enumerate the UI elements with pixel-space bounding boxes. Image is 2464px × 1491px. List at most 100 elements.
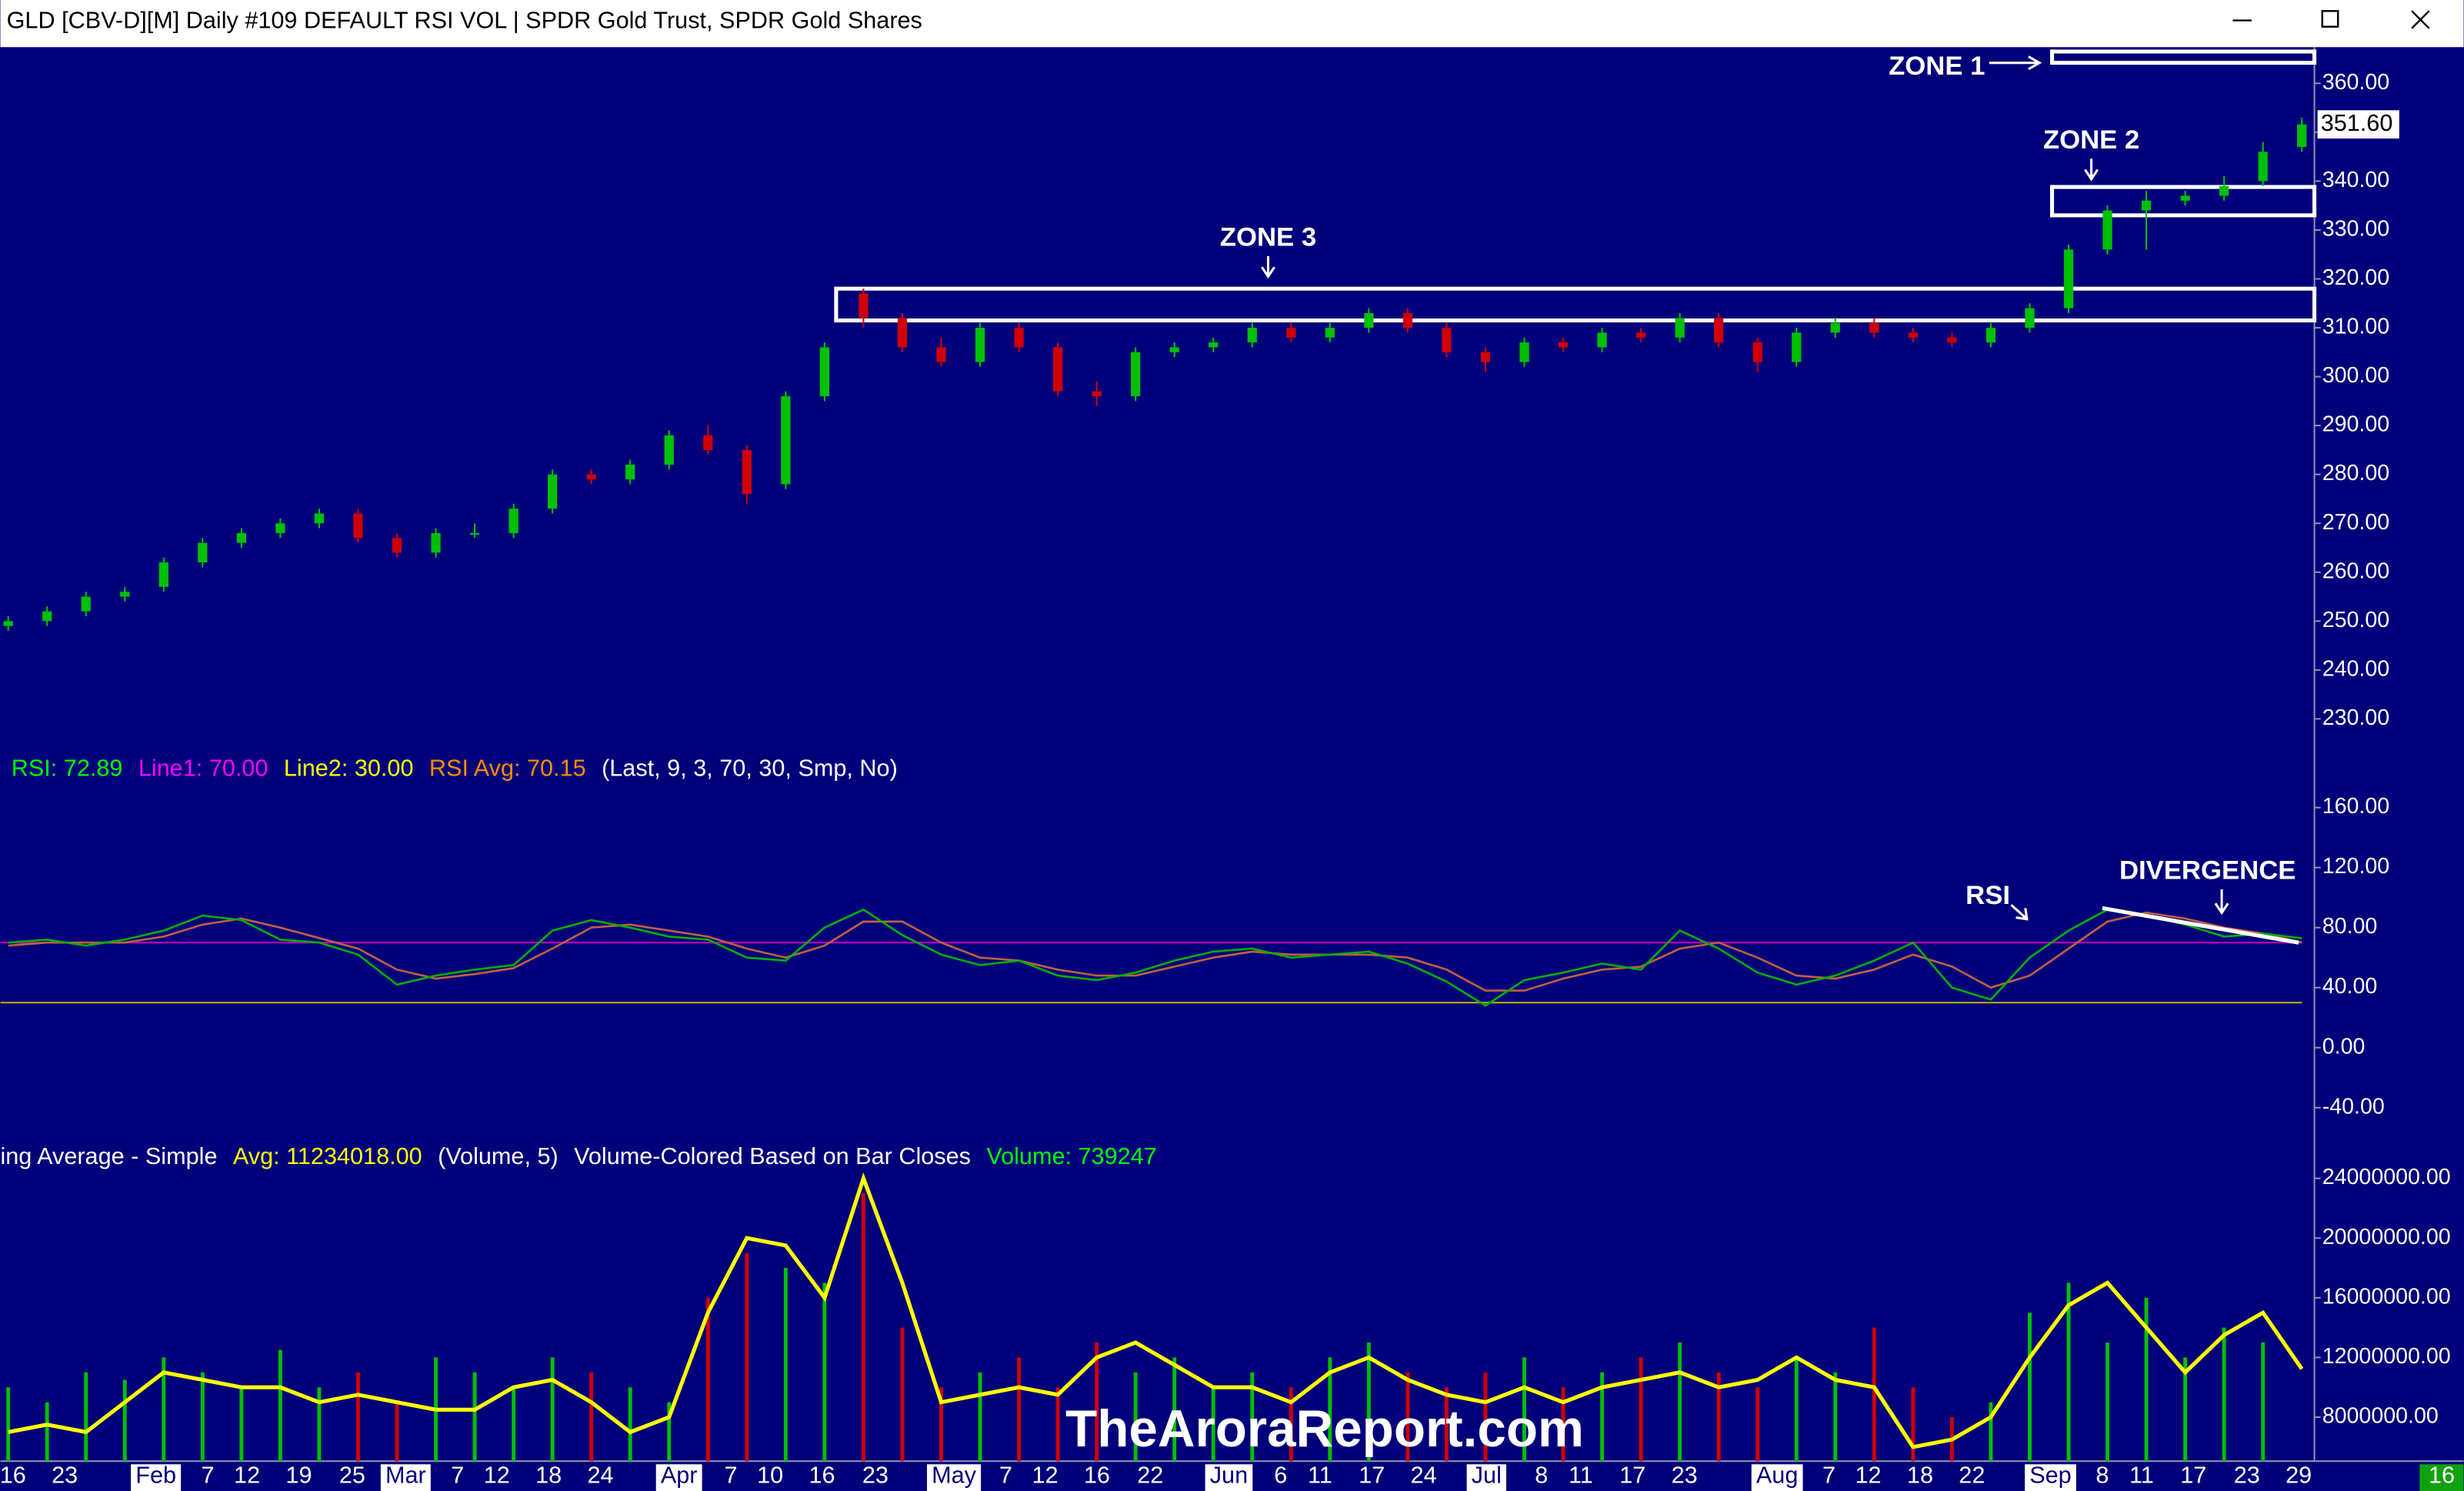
volume-bar [122, 1379, 127, 1462]
candle-body [3, 621, 13, 626]
zone-arrow [1989, 55, 2042, 71]
x-tick-label: 6 [1274, 1463, 1287, 1489]
y-tick-label: 260.00 [2322, 559, 2389, 583]
y-tick-label: 8000000.00 [2322, 1404, 2439, 1429]
volume-bar [550, 1357, 555, 1462]
x-tick-label: 23 [2234, 1463, 2260, 1489]
last-price-box [2317, 110, 2399, 139]
x-tick-label: 29 [2286, 1463, 2312, 1489]
candle-body [392, 538, 402, 553]
x-tick-label: 7 [201, 1463, 214, 1489]
window-title: GLD [CBV-D][M] Daily #109 DEFAULT RSI VO… [7, 8, 922, 34]
x-tick-label: 7 [725, 1463, 738, 1489]
candle-body [508, 509, 518, 533]
y-tick-label: 300.00 [2322, 363, 2389, 388]
candle-body [586, 474, 596, 480]
legend-entry: Line1: 70.00 [138, 756, 268, 782]
x-tick-label: Sep [2029, 1463, 2072, 1489]
volume-bar [939, 1387, 943, 1462]
x-tick-label: 24 [588, 1463, 614, 1489]
x-tick-label: 8 [1535, 1463, 1548, 1489]
annotation-arrow [2010, 904, 2029, 921]
candle-body [2102, 210, 2112, 250]
y-tick-label: 310.00 [2322, 315, 2389, 339]
volume-bar [589, 1372, 594, 1462]
annotation-arrow [2214, 889, 2229, 916]
x-tick-label: 18 [1907, 1463, 1933, 1489]
x-tick-label: Jul [1472, 1463, 1502, 1489]
x-tick-label: 11 [2129, 1463, 2154, 1489]
close-button[interactable] [2411, 10, 2430, 29]
candle-body [1830, 322, 1840, 333]
volume-bar [861, 1193, 865, 1462]
candle-body [2025, 308, 2035, 329]
y-tick-label: 160.00 [2322, 794, 2389, 819]
x-tick-label: 17 [1359, 1463, 1385, 1489]
zone-arrow [1261, 255, 1275, 279]
candle-body [1209, 342, 1219, 348]
candle-body [158, 562, 168, 587]
candle-body [469, 532, 480, 535]
legend-entry: Line2: 30.00 [284, 756, 414, 782]
candle-body [1325, 328, 1335, 338]
candle-body [1169, 347, 1179, 352]
candle-body [1558, 342, 1569, 348]
volume-bar [1095, 1343, 1099, 1462]
volume-bar [1133, 1372, 1138, 1462]
volume-bar [1678, 1343, 1682, 1462]
candle-body [1714, 318, 1724, 343]
volume-bar [278, 1349, 282, 1462]
volume-bar [978, 1372, 982, 1462]
x-tick-label: 12 [1856, 1463, 1882, 1489]
y-tick-label: -40.00 [2322, 1094, 2385, 1119]
candle-body [120, 592, 130, 597]
candle-body [275, 523, 285, 533]
legend-entry: RSI: 72.89 [12, 756, 123, 782]
x-tick-label: 12 [1032, 1463, 1058, 1489]
volume-bar [900, 1327, 905, 1462]
zone-box [834, 286, 2317, 323]
candle-body [42, 611, 52, 622]
volume-bar [783, 1268, 788, 1462]
y-tick-label: 230.00 [2322, 705, 2389, 730]
volume-bar [1833, 1372, 1838, 1462]
volume-bar [1055, 1387, 1060, 1462]
candle-body [1286, 328, 1296, 338]
x-tick-label: May [932, 1463, 977, 1489]
x-tick-label: 12 [234, 1463, 260, 1489]
y-tick-label: 40.00 [2322, 974, 2378, 999]
volume-bar [1289, 1387, 1293, 1462]
candle-body [1752, 342, 1762, 362]
maximize-button[interactable] [2321, 10, 2339, 28]
volume-bar [2144, 1297, 2149, 1462]
volume-bar [395, 1402, 399, 1462]
volume-bar [628, 1387, 632, 1462]
legend-entry: Avg: 11234018.00 [233, 1143, 422, 1169]
x-tick-label: 12 [484, 1463, 510, 1489]
annotation: DIVERGENCE [2119, 856, 2296, 886]
volume-bar [1911, 1387, 1916, 1462]
volume-bar [1989, 1402, 1993, 1462]
volume-bar [317, 1387, 322, 1462]
candle-body [1052, 347, 1063, 392]
month-box [1751, 1464, 1803, 1491]
candle-body [1947, 337, 1957, 343]
candle-body [1364, 312, 1374, 329]
candle-body [1792, 332, 1802, 362]
candle-body [548, 474, 558, 509]
month-box [1466, 1464, 1507, 1491]
candle-body [1986, 328, 1996, 343]
y-tick-label: 24000000.00 [2322, 1165, 2451, 1189]
candle-body [936, 347, 946, 362]
volume-bar [6, 1387, 11, 1462]
candle-body [742, 449, 752, 495]
candle-body [625, 464, 635, 480]
x-tick-label: 8 [2096, 1463, 2109, 1489]
candle-body [1519, 342, 1529, 362]
volume-bar [2028, 1313, 2032, 1462]
x-tick-label: 23 [1672, 1463, 1698, 1489]
volume-bar [1328, 1357, 1332, 1462]
candle-body [703, 435, 713, 450]
